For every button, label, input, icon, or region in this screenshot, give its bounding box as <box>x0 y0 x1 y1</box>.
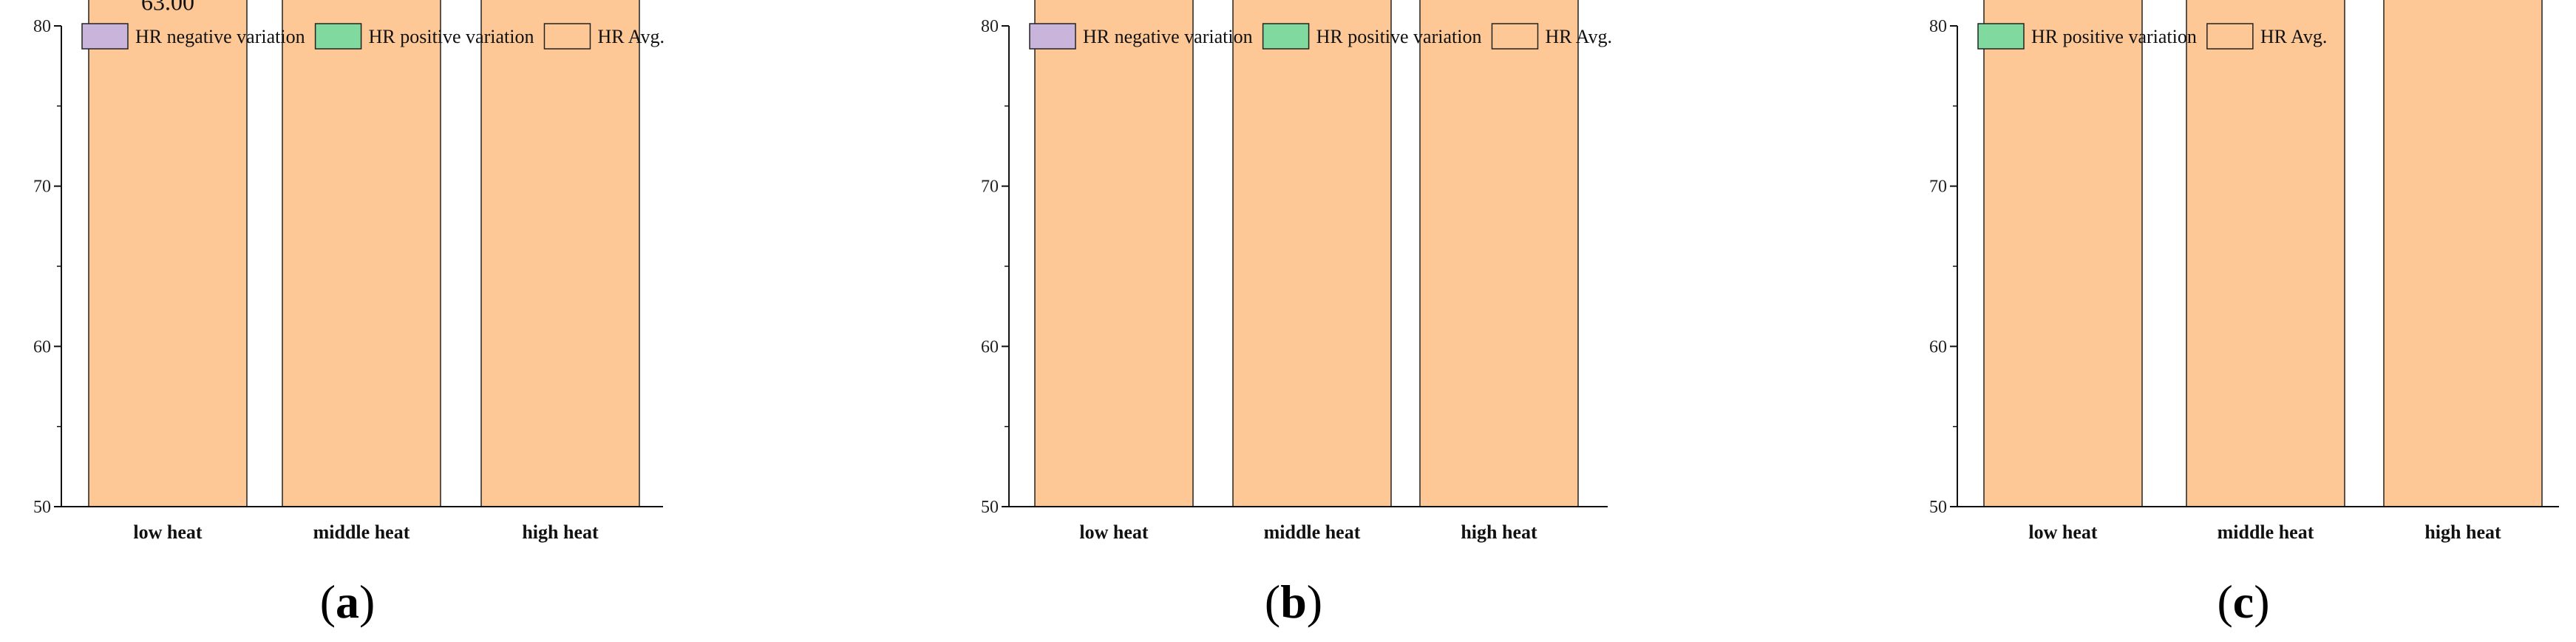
legend-label-positive: HR positive variation <box>369 26 534 47</box>
legend-label-positive: HR positive variation <box>1316 26 1482 47</box>
x-tick-label-low-heat: low heat <box>2028 521 2098 543</box>
bar-avg-high-heat <box>1419 0 1579 507</box>
y-tick-label-80: 80 <box>981 17 999 36</box>
legend-swatch-avg <box>1491 23 1539 50</box>
y-tick-label-50: 50 <box>981 498 999 517</box>
bar-avg-low-heat <box>88 0 248 507</box>
legend-label-positive: HR positive variation <box>2031 26 2197 47</box>
legend-swatch-positive <box>1977 23 2025 50</box>
chart-panel-c: 64.830.75low heat71.081.92middle heat68.… <box>1929 0 2559 628</box>
y-tick-label-50: 50 <box>33 498 51 517</box>
legend-swatch-negative <box>1029 23 1076 50</box>
bar-avg-middle-heat <box>1232 0 1392 507</box>
y-tick-label-50: 50 <box>1929 498 1947 517</box>
panel-label-b: (b) <box>1265 575 1322 628</box>
x-tick-label-middle-heat: middle heat <box>313 521 410 543</box>
data-label-avg-low-heat: 64.83 <box>2036 0 2090 1</box>
y-tick-label-80: 80 <box>33 17 51 36</box>
legend-label-avg: HR Avg. <box>1545 26 1612 47</box>
x-tick-label-high-heat: high heat <box>1461 521 1537 543</box>
y-tick-label-60: 60 <box>1929 337 1947 357</box>
bar-avg-low-heat <box>1983 0 2143 507</box>
y-tick-label-70: 70 <box>33 178 51 197</box>
bar-avg-high-heat <box>2383 0 2543 507</box>
x-tick-label-middle-heat: middle heat <box>2218 521 2314 543</box>
legend-label-avg: HR Avg. <box>2260 26 2328 47</box>
legend-swatch-negative <box>81 23 129 50</box>
legend-swatch-positive <box>314 23 362 50</box>
x-tick-label-high-heat: high heat <box>2424 521 2501 543</box>
y-tick-label-70: 70 <box>981 178 999 197</box>
x-tick-label-low-heat: low heat <box>1079 521 1149 543</box>
legend-swatch-avg <box>543 23 591 50</box>
chart-panel-a: 63.001.08low heat71.252.08middle heat68.… <box>33 0 665 628</box>
panel-label-c: (c) <box>2217 575 2269 628</box>
legend-swatch-positive <box>1262 23 1310 50</box>
x-tick-label-low-heat: low heat <box>133 521 203 543</box>
x-tick-label-middle-heat: middle heat <box>1264 521 1361 543</box>
bar-avg-middle-heat <box>2186 0 2345 507</box>
y-tick-label-60: 60 <box>33 337 51 357</box>
legend-label-negative: HR negative variation <box>135 26 305 47</box>
bar-avg-high-heat <box>480 0 640 507</box>
y-tick-label-70: 70 <box>1929 178 1947 197</box>
y-tick-label-80: 80 <box>1929 17 1947 36</box>
bar-avg-low-heat <box>1034 0 1194 507</box>
legend-label-negative: HR negative variation <box>1083 26 1253 47</box>
legend-label-avg: HR Avg. <box>597 26 665 47</box>
legend-swatch-avg <box>2206 23 2254 50</box>
x-tick-label-high-heat: high heat <box>522 521 599 543</box>
data-label-avg-low-heat: 63.00 <box>141 0 194 16</box>
panel-label-a: (a) <box>320 575 375 628</box>
y-tick-label-60: 60 <box>981 337 999 357</box>
bar-avg-middle-heat <box>282 0 441 507</box>
